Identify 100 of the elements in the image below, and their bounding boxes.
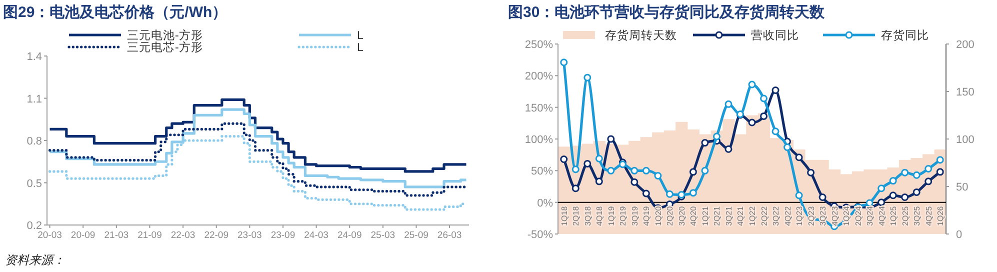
y-tick-label: 200% xyxy=(524,70,554,83)
point xyxy=(701,166,709,174)
point xyxy=(818,194,826,202)
x-tick-label: 3Q20 xyxy=(677,206,686,226)
x-tick-label: 4Q23 xyxy=(830,206,840,226)
x-tick-label: 3Q23 xyxy=(818,206,828,226)
point xyxy=(712,132,720,140)
point xyxy=(795,154,803,162)
point xyxy=(889,192,897,200)
y2-tick-label: 100 xyxy=(956,134,974,146)
x-tick-label: 20-03 xyxy=(38,230,62,241)
point xyxy=(584,160,592,168)
y-tick-label: 50% xyxy=(530,166,554,178)
x-tick-label: 1Q24 xyxy=(842,206,852,226)
x-tick-label: 2Q21 xyxy=(712,206,722,226)
x-tick-label: 2Q20 xyxy=(666,206,675,226)
point xyxy=(630,178,638,186)
x-tick-label: 23-03 xyxy=(238,230,262,241)
x-tick-label: 24-03 xyxy=(304,230,328,241)
point xyxy=(630,166,638,174)
point xyxy=(924,165,932,173)
y-tick-label: 100% xyxy=(524,134,554,146)
point xyxy=(936,168,944,176)
x-tick-label: 1Q20 xyxy=(654,206,663,226)
point xyxy=(912,171,920,179)
x-tick-label: 3Q21 xyxy=(724,206,734,226)
legend-label: 三元电池-方形 xyxy=(127,28,203,42)
x-tick-label: 25-03 xyxy=(370,230,396,241)
x-tick-label: 22-03 xyxy=(170,230,196,241)
legend-label: 三元电芯-方形 xyxy=(127,40,203,54)
point xyxy=(689,189,697,197)
point xyxy=(772,128,780,136)
point xyxy=(724,100,732,108)
y-tick-label: 0% xyxy=(537,197,554,210)
x-tick-label: 4Q22 xyxy=(783,206,792,226)
legend-label: L xyxy=(357,30,364,42)
point xyxy=(595,154,603,162)
y2-tick-label: 0 xyxy=(956,229,962,241)
point xyxy=(642,190,650,198)
y-tick-label: -50% xyxy=(527,229,554,241)
point xyxy=(724,145,732,153)
x-tick-label: 3Q18 xyxy=(583,206,592,226)
x-tick-label: 1Q22 xyxy=(748,206,757,226)
chart-title: 图29：电池及电芯价格（元/Wh） xyxy=(3,4,228,21)
point xyxy=(584,74,592,82)
point xyxy=(654,172,662,180)
y-tick-label: 1.4 xyxy=(26,51,42,63)
point xyxy=(642,166,650,174)
point xyxy=(807,168,815,176)
y2-tick-label: 200 xyxy=(956,39,974,51)
y-tick-label: 0.2 xyxy=(26,220,42,232)
x-tick-label: 23-09 xyxy=(270,230,296,241)
point xyxy=(666,190,674,198)
x-tick-label: 2Q22 xyxy=(760,206,769,226)
legend-label: 存货周转天数 xyxy=(605,29,677,42)
point xyxy=(924,178,932,186)
point xyxy=(760,112,768,120)
point xyxy=(936,156,944,164)
x-tick-label: 21-09 xyxy=(138,230,162,241)
x-tick-label: 4Q20 xyxy=(689,206,698,226)
x-tick-label: 2Q23 xyxy=(806,206,816,226)
chart-title: 图30：电池环节营收与存货同比及存货周转天数 xyxy=(508,4,826,21)
point xyxy=(889,177,897,185)
x-tick-label: 3Q24 xyxy=(866,206,875,226)
x-tick-label: 3Q25 xyxy=(912,206,922,226)
point xyxy=(595,178,603,186)
y-tick-label: 1.1 xyxy=(26,93,42,106)
point xyxy=(901,168,909,176)
y2-tick-label: 150 xyxy=(956,86,974,98)
point xyxy=(689,168,697,176)
x-tick-label: 1Q26 xyxy=(936,206,946,226)
point xyxy=(748,118,756,126)
x-tick-label: 4Q19 xyxy=(642,206,652,226)
point xyxy=(701,139,709,147)
x-tick-label: 20-09 xyxy=(70,230,96,241)
y-tick-label: 150% xyxy=(524,102,554,114)
point xyxy=(878,184,886,192)
x-tick-label: 1Q19 xyxy=(606,206,616,226)
x-tick-label: 1Q18 xyxy=(560,206,569,226)
x-tick-label: 24-09 xyxy=(337,230,362,241)
point xyxy=(760,94,768,102)
x-tick-label: 3Q22 xyxy=(772,206,781,226)
x-tick-label: 21-03 xyxy=(104,230,129,241)
x-tick-label: 4Q25 xyxy=(924,206,934,226)
text: 资料来源： xyxy=(5,253,65,267)
x-tick-label: 22-09 xyxy=(204,230,229,241)
x-tick-label: 1Q23 xyxy=(795,206,804,226)
point xyxy=(912,188,920,196)
point xyxy=(901,194,909,202)
x-tick-label: 25-09 xyxy=(404,230,428,241)
x-tick-label: 1Q21 xyxy=(700,206,710,226)
point xyxy=(572,184,580,192)
x-tick-label: 1Q25 xyxy=(889,206,898,226)
legend-label: 存货同比 xyxy=(881,29,929,42)
legend-label: 营收同比 xyxy=(751,29,799,42)
point xyxy=(878,198,886,206)
x-tick-label: 2Q19 xyxy=(618,206,628,226)
y2-tick-label: 50 xyxy=(956,182,968,194)
x-tick-label: 4Q24 xyxy=(877,206,886,226)
x-tick-label: 3Q19 xyxy=(630,206,640,226)
